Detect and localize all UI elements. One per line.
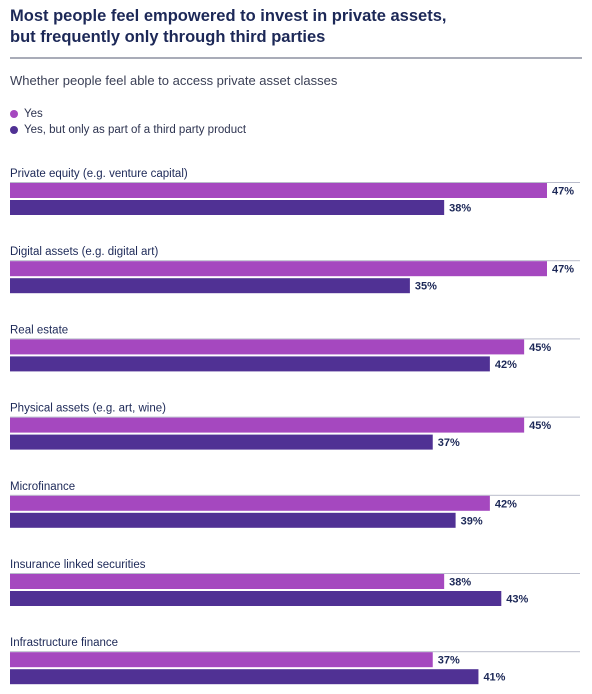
category-divider	[10, 338, 580, 340]
bar-digital-assets-e-g-digital-art-third-party	[10, 278, 410, 294]
category-divider	[10, 416, 580, 418]
chart-title-line-1: Most people feel empowered to invest in …	[10, 7, 447, 25]
bar-real-estate-yes	[10, 339, 525, 355]
category-label-infrastructure-finance: Infrastructure finance	[10, 637, 118, 649]
category-label-microfinance: Microfinance	[10, 481, 75, 493]
value-label-private-equity-e-g-venture-capital-third-party: 38%	[449, 203, 471, 215]
title-divider	[10, 57, 582, 59]
category-label-private-equity-e-g-venture-capital: Private equity (e.g. venture capital)	[10, 168, 188, 180]
legend-item-yes: Yes	[10, 106, 246, 122]
legend-label-third-party: Yes, but only as part of a third party p…	[24, 124, 247, 136]
bar-physical-assets-e-g-art-wine-yes	[10, 417, 525, 433]
category-divider	[10, 182, 580, 183]
bar-infrastructure-finance-yes	[10, 652, 433, 668]
category-label-insurance-linked-securities: Insurance linked securities	[10, 559, 146, 571]
value-label-digital-assets-e-g-digital-art-third-party: 35%	[415, 281, 437, 293]
bar-real-estate-third-party	[10, 356, 490, 372]
bar-private-equity-e-g-venture-capital-third-party	[10, 200, 445, 215]
category-label-physical-assets-e-g-art-wine: Physical assets (e.g. art, wine)	[10, 403, 166, 415]
legend-item-third-party: Yes, but only as part of a third party p…	[10, 122, 246, 138]
value-label-microfinance-third-party: 39%	[461, 515, 483, 527]
category-label-real-estate: Real estate	[10, 324, 68, 336]
value-label-real-estate-yes: 45%	[529, 342, 551, 354]
chart-title-line-2: but frequently only through third partie…	[10, 28, 326, 46]
category-divider	[10, 651, 580, 653]
legend-label-yes: Yes	[24, 108, 43, 120]
value-label-insurance-linked-securities-yes: 38%	[449, 577, 471, 589]
chart-subtitle: Whether people feel able to access priva…	[10, 73, 338, 88]
legend-swatch-yes	[10, 110, 18, 118]
category-label-digital-assets-e-g-digital-art: Digital assets (e.g. digital art)	[10, 246, 158, 258]
category-divider	[10, 494, 580, 496]
category-divider	[10, 260, 580, 262]
bar-private-equity-e-g-venture-capital-yes	[10, 183, 547, 198]
value-label-microfinance-yes: 42%	[495, 498, 517, 510]
value-label-real-estate-third-party: 42%	[495, 359, 517, 371]
value-label-private-equity-e-g-venture-capital-yes: 47%	[552, 186, 574, 198]
category-divider	[10, 573, 580, 574]
bar-microfinance-yes	[10, 495, 490, 511]
value-label-physical-assets-e-g-art-wine-third-party: 37%	[438, 437, 460, 449]
bar-insurance-linked-securities-yes	[10, 574, 445, 589]
legend: Yes Yes, but only as part of a third par…	[10, 106, 246, 138]
bar-insurance-linked-securities-third-party	[10, 591, 502, 606]
bar-microfinance-third-party	[10, 512, 456, 528]
legend-swatch-third-party	[10, 126, 18, 134]
value-label-digital-assets-e-g-digital-art-yes: 47%	[552, 264, 574, 276]
chart-title: Most people feel empowered to invest in …	[10, 6, 580, 48]
value-label-infrastructure-finance-yes: 37%	[438, 655, 460, 667]
bar-physical-assets-e-g-art-wine-third-party	[10, 434, 433, 450]
bar-digital-assets-e-g-digital-art-yes	[10, 261, 547, 277]
value-label-infrastructure-finance-third-party: 41%	[483, 672, 505, 684]
bar-infrastructure-finance-third-party	[10, 669, 479, 685]
value-label-insurance-linked-securities-third-party: 43%	[506, 594, 528, 606]
value-label-physical-assets-e-g-art-wine-yes: 45%	[529, 420, 551, 432]
